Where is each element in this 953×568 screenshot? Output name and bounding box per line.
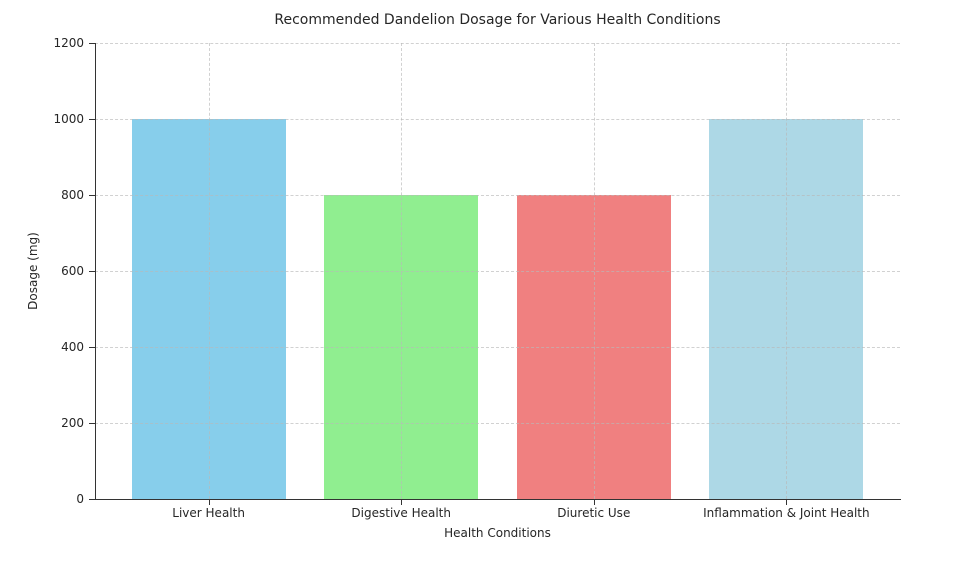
- y-tick-mark: [89, 347, 95, 348]
- x-tick-label: Liver Health: [172, 506, 245, 520]
- gridline-vertical: [593, 43, 595, 499]
- y-tick-label: 200: [61, 416, 84, 430]
- x-tick-mark: [208, 500, 210, 505]
- x-tick-mark: [786, 500, 788, 505]
- gridline-horizontal: [95, 271, 900, 272]
- x-tick-mark: [593, 500, 595, 505]
- gridline-horizontal: [95, 347, 900, 348]
- x-tick-label: Diuretic Use: [557, 506, 631, 520]
- bar-inflammation-joint-health: [709, 119, 864, 499]
- y-tick-mark: [89, 43, 95, 44]
- chart-title: Recommended Dandelion Dosage for Various…: [274, 12, 721, 28]
- gridline-horizontal: [95, 43, 900, 44]
- plot-area: [95, 43, 900, 499]
- x-tick-mark: [401, 500, 403, 505]
- gridline-vertical: [208, 43, 210, 499]
- x-tick-label: Inflammation & Joint Health: [703, 506, 870, 520]
- gridline-horizontal: [95, 195, 900, 196]
- gridline-horizontal: [95, 119, 900, 120]
- y-tick-mark: [89, 195, 95, 196]
- x-axis-label: Health Conditions: [444, 526, 551, 540]
- x-axis-spine: [95, 499, 901, 500]
- y-tick-label: 1000: [53, 112, 84, 126]
- y-tick-label: 0: [76, 492, 84, 506]
- y-tick-mark: [89, 423, 95, 424]
- y-tick-mark: [89, 499, 95, 500]
- gridline-vertical: [401, 43, 403, 499]
- y-tick-label: 800: [61, 188, 84, 202]
- y-tick-label: 1200: [53, 36, 84, 50]
- y-axis-spine: [95, 43, 96, 500]
- y-tick-label: 600: [61, 264, 84, 278]
- x-tick-label: Digestive Health: [351, 506, 451, 520]
- gridline-horizontal: [95, 423, 900, 424]
- y-tick-mark: [89, 271, 95, 272]
- y-tick-label: 400: [61, 340, 84, 354]
- y-tick-mark: [89, 119, 95, 120]
- gridline-vertical: [786, 43, 788, 499]
